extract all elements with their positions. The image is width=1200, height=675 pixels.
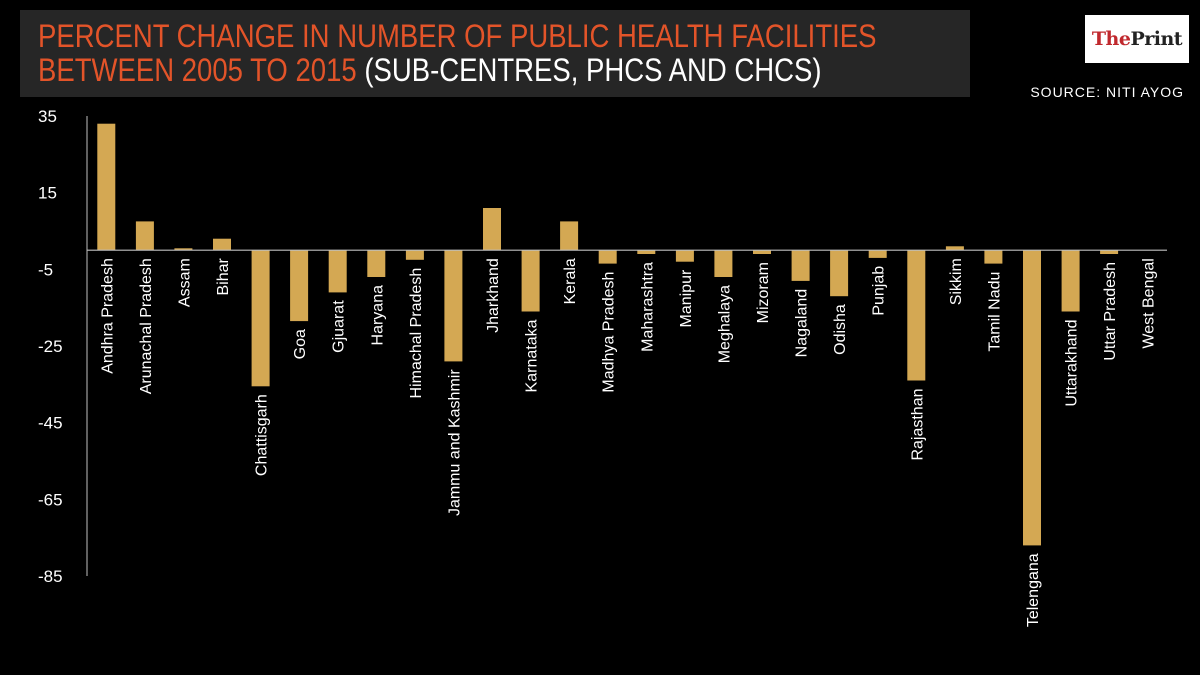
title-line-1-text: PERCENT CHANGE IN NUMBER OF PUBLIC HEALT… <box>38 18 877 54</box>
bar-nagaland <box>791 250 810 281</box>
bar-maharashtra <box>637 250 656 254</box>
bar-jammu-and-kashmir <box>444 250 463 362</box>
x-category-label: Odisha <box>832 304 849 355</box>
x-category-label: Karnataka <box>524 319 541 392</box>
bar-punjab <box>868 250 887 258</box>
bar-andhra-pradesh <box>97 123 116 251</box>
bar-meghalaya <box>714 250 733 277</box>
logo-text-print: Print <box>1130 28 1183 50</box>
x-category-label: Bihar <box>215 258 232 296</box>
x-category-label: Gjuarat <box>331 300 348 353</box>
x-category-label: Sikkim <box>948 258 965 305</box>
bar-gjuarat <box>328 250 347 293</box>
bar-assam <box>174 248 193 251</box>
bar-arunachal-pradesh <box>135 221 154 251</box>
x-category-label: Arunachal Pradesh <box>138 258 155 394</box>
bar-uttarakhand <box>1061 250 1080 312</box>
y-tick-label: -65 <box>38 490 63 509</box>
logo-text-the: The <box>1091 28 1131 50</box>
x-category-label: Mizoram <box>755 262 772 323</box>
x-category-label: Kerala <box>562 258 579 304</box>
x-category-label: Jammu and Kashmir <box>446 369 463 516</box>
bar-sikkim <box>945 246 964 251</box>
bar-goa <box>290 250 309 322</box>
x-category-label: Maharashtra <box>639 262 656 352</box>
source-note: SOURCE: NITI AYOG <box>1030 84 1184 100</box>
x-category-label: Manipur <box>678 269 695 327</box>
bar-jharkhand <box>483 208 501 251</box>
bar-uttar-pradesh <box>1100 250 1119 254</box>
y-tick-label: 35 <box>38 107 57 126</box>
x-category-label: Nagaland <box>794 289 811 358</box>
bar-himachal-pradesh <box>405 250 424 260</box>
y-tick-label: -85 <box>38 567 63 586</box>
x-category-label: Telengana <box>1025 553 1042 627</box>
title-line-2-highlight: BETWEEN 2005 TO 2015 <box>38 52 357 88</box>
x-category-label: Andhra Pradesh <box>99 258 116 374</box>
x-category-label: Meghalaya <box>716 285 733 363</box>
bar-kerala <box>560 221 579 251</box>
bar-manipur <box>675 250 694 262</box>
x-category-label: Punjab <box>871 266 888 316</box>
x-category-label: Uttarakhand <box>1064 320 1081 407</box>
x-category-label: Assam <box>176 258 193 307</box>
bar-tamil-nadu <box>984 250 1003 264</box>
x-category-label: Madhya Pradesh <box>601 272 618 393</box>
bar-rajasthan <box>907 250 926 381</box>
chart-title-line-1: PERCENT CHANGE IN NUMBER OF PUBLIC HEALT… <box>38 18 876 54</box>
x-category-label: Uttar Pradesh <box>1102 262 1119 361</box>
x-category-label: Tamil Nadu <box>986 272 1003 352</box>
bar-chattisgarh <box>251 250 270 387</box>
chart-title-line-2: BETWEEN 2005 TO 2015 (SUB-CENTRES, PHCS … <box>38 52 822 88</box>
y-tick-label: -25 <box>38 337 63 356</box>
x-category-label: Goa <box>292 329 309 359</box>
y-tick-label: 15 <box>38 184 57 203</box>
bar-madhya-pradesh <box>598 250 617 264</box>
x-category-label: Rajasthan <box>909 389 926 461</box>
x-category-label: Himachal Pradesh <box>408 268 425 399</box>
x-category-label: West Bengal <box>1141 258 1158 348</box>
x-category-label: Jharkhand <box>485 258 502 333</box>
title-line-2-rest: (SUB-CENTRES, PHCS AND CHCS) <box>356 52 822 88</box>
bar-haryana <box>367 250 386 277</box>
x-category-label: Chattisgarh <box>254 394 271 476</box>
y-tick-label: -5 <box>38 260 53 279</box>
bar-bihar <box>213 238 231 251</box>
y-tick-label: -45 <box>38 414 63 433</box>
title-box: PERCENT CHANGE IN NUMBER OF PUBLIC HEALT… <box>20 10 970 97</box>
bar-telengana <box>1023 250 1041 546</box>
x-category-label: Haryana <box>369 285 386 346</box>
bar-karnataka <box>521 250 540 312</box>
bar-odisha <box>830 250 849 297</box>
bar-mizoram <box>753 250 771 254</box>
brand-logo: The Print <box>1085 15 1189 63</box>
